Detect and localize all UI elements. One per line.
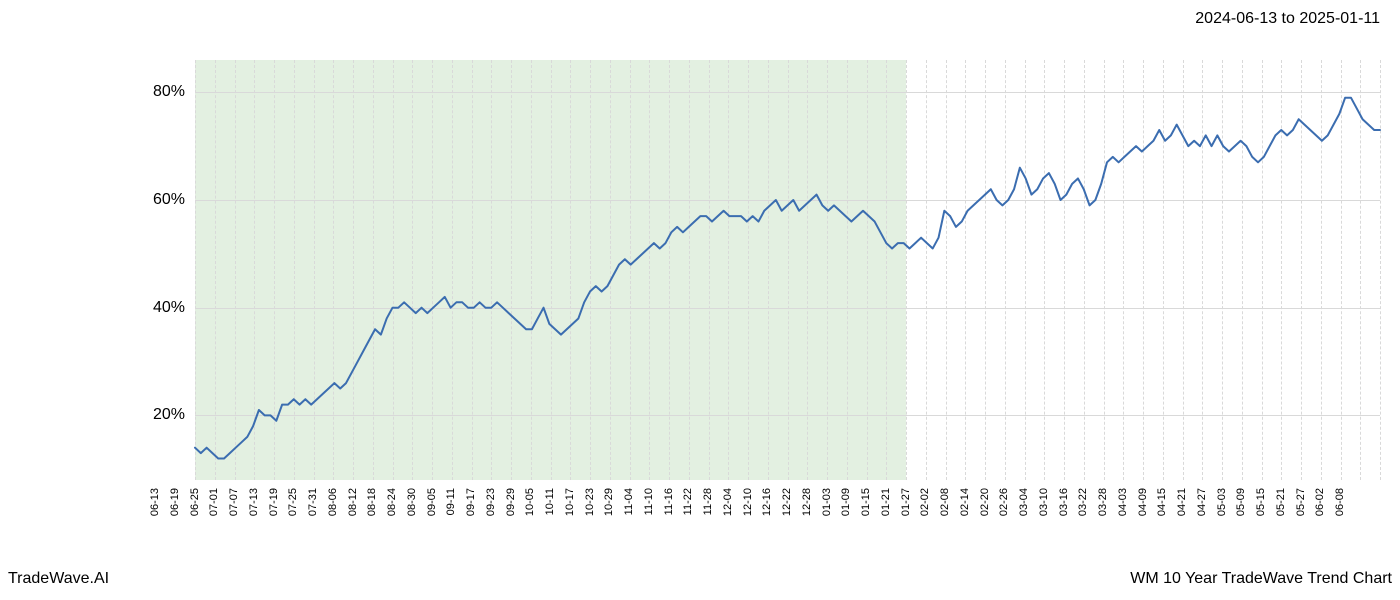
x-tick-label: 06-02 bbox=[1314, 488, 1326, 538]
y-tick-label: 80% bbox=[153, 83, 185, 101]
x-tick-label: 01-03 bbox=[821, 488, 833, 538]
x-tick-label: 08-06 bbox=[327, 488, 339, 538]
x-tick-label: 08-18 bbox=[366, 488, 378, 538]
x-tick-label: 10-23 bbox=[584, 488, 596, 538]
date-range-label: 2024-06-13 to 2025-01-11 bbox=[1195, 10, 1380, 28]
x-tick-label: 11-16 bbox=[663, 488, 675, 538]
x-tick-label: 01-15 bbox=[860, 488, 872, 538]
x-tick-label: 04-21 bbox=[1176, 488, 1188, 538]
x-tick-label: 07-13 bbox=[248, 488, 260, 538]
x-tick-label: 05-21 bbox=[1275, 488, 1287, 538]
chart-plot-area bbox=[195, 60, 1380, 480]
x-tick-label: 06-19 bbox=[169, 488, 181, 538]
x-tick-label: 04-15 bbox=[1156, 488, 1168, 538]
x-tick-label: 12-22 bbox=[781, 488, 793, 538]
x-tick-label: 08-24 bbox=[386, 488, 398, 538]
x-tick-label: 07-19 bbox=[268, 488, 280, 538]
x-tick-label: 04-27 bbox=[1196, 488, 1208, 538]
x-tick-label: 01-27 bbox=[900, 488, 912, 538]
x-tick-label: 05-03 bbox=[1216, 488, 1228, 538]
x-tick-label: 02-08 bbox=[939, 488, 951, 538]
x-tick-label: 03-10 bbox=[1038, 488, 1050, 538]
x-tick-label: 07-25 bbox=[287, 488, 299, 538]
x-tick-label: 03-16 bbox=[1058, 488, 1070, 538]
y-tick-label: 40% bbox=[153, 299, 185, 317]
x-tick-label: 12-16 bbox=[761, 488, 773, 538]
x-tick-label: 11-04 bbox=[623, 488, 635, 538]
x-tick-label: 07-07 bbox=[228, 488, 240, 538]
x-tick-label: 03-04 bbox=[1018, 488, 1030, 538]
x-tick-label: 10-05 bbox=[524, 488, 536, 538]
x-tick-label: 05-15 bbox=[1255, 488, 1267, 538]
x-tick-label: 08-30 bbox=[406, 488, 418, 538]
x-tick-label: 12-04 bbox=[722, 488, 734, 538]
y-tick-label: 60% bbox=[153, 191, 185, 209]
x-tick-label: 05-09 bbox=[1235, 488, 1247, 538]
x-tick-label: 10-29 bbox=[603, 488, 615, 538]
x-tick-label: 10-11 bbox=[544, 488, 556, 538]
x-tick-label: 06-08 bbox=[1334, 488, 1346, 538]
x-tick-label: 01-09 bbox=[840, 488, 852, 538]
x-tick-label: 02-26 bbox=[998, 488, 1010, 538]
x-tick-label: 09-17 bbox=[465, 488, 477, 538]
x-tick-label: 12-28 bbox=[801, 488, 813, 538]
x-tick-label: 02-14 bbox=[959, 488, 971, 538]
x-tick-label: 11-22 bbox=[682, 488, 694, 538]
x-tick-label: 04-03 bbox=[1117, 488, 1129, 538]
x-tick-label: 02-02 bbox=[919, 488, 931, 538]
x-tick-label: 09-05 bbox=[426, 488, 438, 538]
x-tick-label: 08-12 bbox=[347, 488, 359, 538]
x-tick-label: 11-28 bbox=[702, 488, 714, 538]
x-tick-label: 09-29 bbox=[505, 488, 517, 538]
x-tick-label: 02-20 bbox=[979, 488, 991, 538]
v-gridline bbox=[1380, 60, 1381, 480]
x-tick-label: 01-21 bbox=[880, 488, 892, 538]
x-tick-label: 05-27 bbox=[1295, 488, 1307, 538]
x-tick-label: 09-11 bbox=[445, 488, 457, 538]
brand-label: TradeWave.AI bbox=[8, 570, 109, 588]
x-tick-label: 03-28 bbox=[1097, 488, 1109, 538]
x-tick-label: 03-22 bbox=[1077, 488, 1089, 538]
chart-title: WM 10 Year TradeWave Trend Chart bbox=[1130, 570, 1392, 588]
x-tick-label: 06-25 bbox=[189, 488, 201, 538]
x-tick-label: 09-23 bbox=[485, 488, 497, 538]
y-tick-label: 20% bbox=[153, 406, 185, 424]
x-tick-label: 12-10 bbox=[742, 488, 754, 538]
x-tick-label: 07-01 bbox=[208, 488, 220, 538]
x-tick-label: 06-13 bbox=[149, 488, 161, 538]
x-tick-label: 04-09 bbox=[1137, 488, 1149, 538]
x-tick-label: 10-17 bbox=[564, 488, 576, 538]
x-tick-label: 07-31 bbox=[307, 488, 319, 538]
trend-line bbox=[195, 60, 1380, 480]
x-tick-label: 11-10 bbox=[643, 488, 655, 538]
